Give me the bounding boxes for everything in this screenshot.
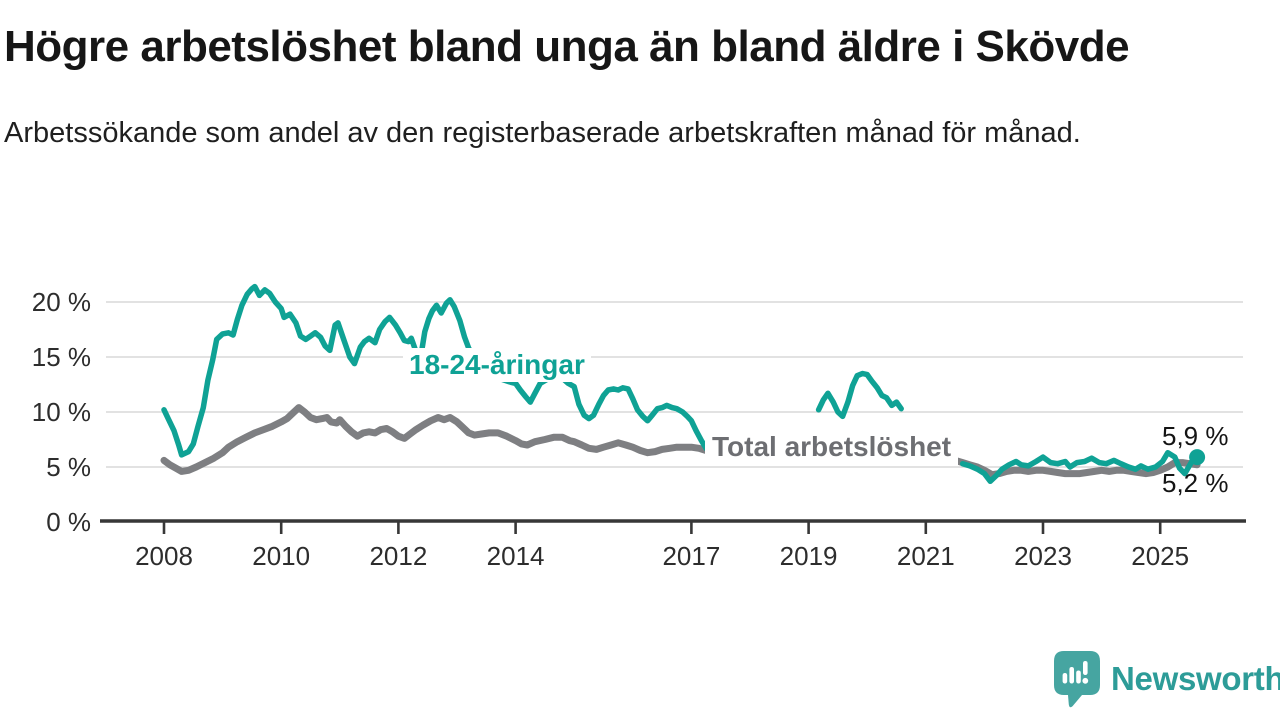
chart-title: Högre arbetslöshet bland unga än bland ä…	[4, 22, 1130, 71]
x-tick-label: 2025	[1131, 541, 1189, 571]
y-tick-label: 5 %	[46, 452, 91, 482]
x-tick-label: 2019	[780, 541, 838, 571]
series-line-youth	[815, 370, 904, 420]
chart-subtitle: Arbetssökande som andel av den registerb…	[4, 117, 1081, 149]
x-tick-label: 2008	[135, 541, 193, 571]
end-value-total: 5,2 %	[1162, 468, 1229, 498]
series-line-youth	[161, 283, 716, 458]
series-label-total: Total arbetslöshet	[705, 429, 959, 465]
x-tick-label: 2023	[1014, 541, 1072, 571]
logo-exclamation-stem	[1083, 660, 1088, 675]
x-tick-label: 2017	[662, 541, 720, 571]
logo-bar-1	[1062, 672, 1068, 683]
x-tick-label: 2014	[487, 541, 545, 571]
logo-bar-2	[1069, 666, 1074, 683]
end-dot-youth	[1189, 449, 1206, 466]
end-value-youth: 5,9 %	[1162, 421, 1229, 451]
newsworthy-logo-text: Newsworthy	[1111, 660, 1280, 697]
x-tick-label: 2012	[369, 541, 427, 571]
x-tick-label: 2021	[897, 541, 955, 571]
newsworthy-logo: Newsworthy	[1054, 650, 1280, 708]
logo-bar-3	[1076, 670, 1081, 683]
series-line-total	[160, 404, 719, 475]
y-tick-label: 20 %	[32, 287, 91, 317]
y-tick-label: 15 %	[32, 342, 91, 372]
y-tick-label: 0 %	[46, 507, 91, 537]
logo-exclamation-dot	[1082, 677, 1089, 684]
series-label-youth: 18-24-åringar	[403, 348, 591, 382]
newsworthy-logo-icon	[1054, 650, 1100, 707]
x-tick-label: 2010	[252, 541, 310, 571]
series-line-youth	[959, 449, 1200, 485]
y-tick-label: 10 %	[32, 397, 91, 427]
